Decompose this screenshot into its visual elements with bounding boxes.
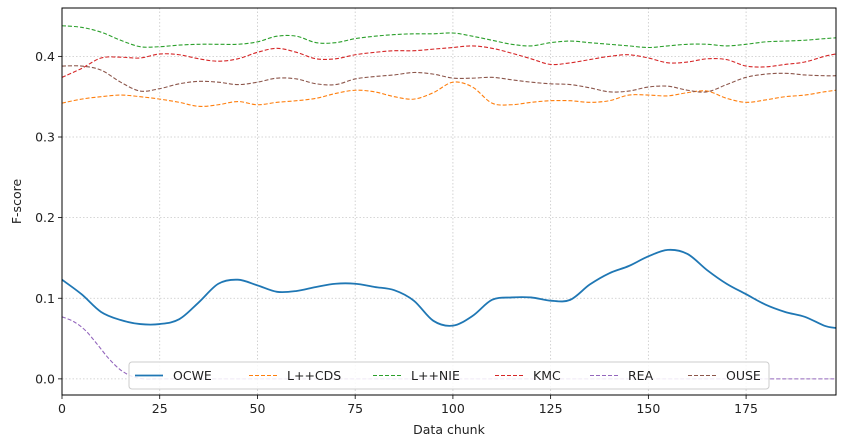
legend-label-lppnie: L++NIE (411, 368, 460, 383)
legend-label-ocwe: OCWE (173, 368, 212, 383)
y-tick-label-2: 0.2 (35, 210, 55, 225)
y-tick-label-4: 0.4 (35, 49, 55, 64)
x-tick-label-4: 100 (441, 401, 465, 416)
series-line-lppcds (61, 81, 837, 107)
grid-lines (61, 8, 836, 395)
plot-frame (61, 7, 837, 396)
x-axis-label: Data chunk (413, 422, 485, 437)
y-tick-label-3: 0.3 (35, 130, 55, 145)
x-tick-label-1: 25 (152, 401, 168, 416)
x-tick-label-5: 125 (539, 401, 563, 416)
legend-box (128, 361, 770, 390)
y-axis-label: F-score (9, 179, 24, 225)
series-line-ocwe (61, 248, 837, 329)
y-tick-label-0: 0.0 (35, 371, 55, 386)
legend-label-lppcds: L++CDS (287, 368, 341, 383)
series-line-lppnie (61, 25, 837, 49)
series-line-ouse (61, 65, 837, 93)
legend-label-rea: REA (628, 368, 654, 383)
legend-label-ouse: OUSE (726, 368, 761, 383)
y-tick-label-1: 0.1 (35, 291, 55, 306)
x-tick-label-7: 175 (734, 401, 758, 416)
legend-label-kmc: KMC (533, 368, 561, 383)
x-tick-label-6: 150 (636, 401, 660, 416)
x-tick-label-3: 75 (347, 401, 363, 416)
x-tick-label-2: 50 (250, 401, 266, 416)
legend: OCWE L++CDS L++NIE KMC REA OUSE (128, 361, 770, 390)
x-tick-label-0: 0 (58, 401, 66, 416)
series-line-kmc (61, 45, 837, 78)
x-axis-ticks: 0 25 50 75 100 125 150 175 (58, 395, 758, 416)
y-axis-ticks: 0.0 0.1 0.2 0.3 0.4 (35, 49, 62, 386)
series-lines (61, 25, 837, 380)
